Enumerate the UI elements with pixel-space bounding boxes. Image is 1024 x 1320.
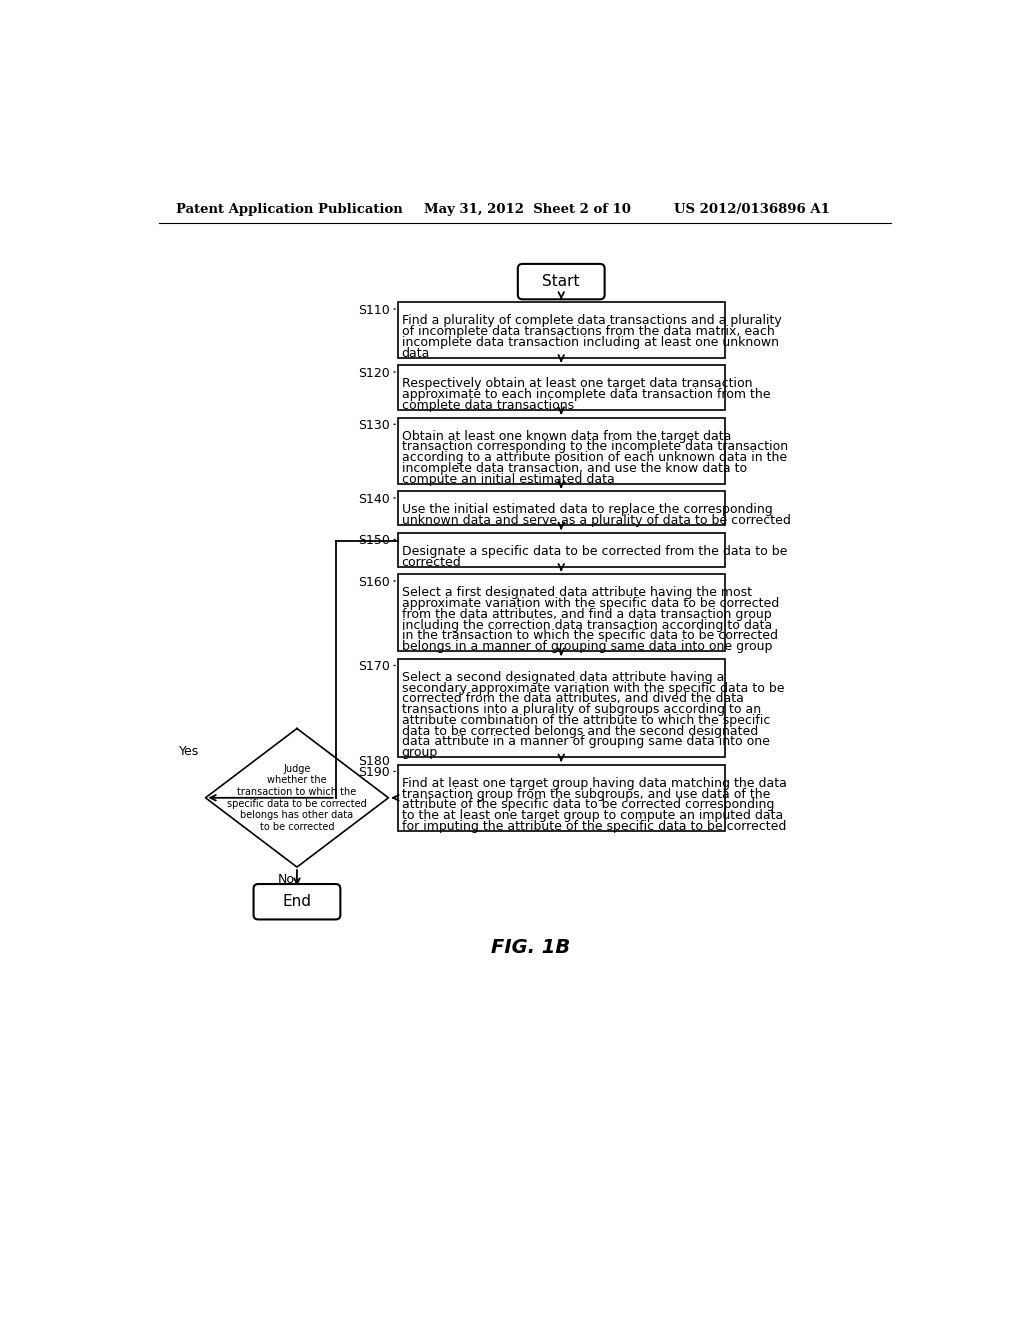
Text: S170: S170 (358, 660, 390, 673)
Text: complete data transactions: complete data transactions (401, 399, 573, 412)
Text: transactions into a plurality of subgroups according to an: transactions into a plurality of subgrou… (401, 704, 761, 715)
Text: Patent Application Publication: Patent Application Publication (176, 203, 402, 215)
Text: S130: S130 (358, 418, 390, 432)
FancyBboxPatch shape (254, 884, 340, 920)
Text: incomplete data transaction including at least one unknown: incomplete data transaction including at… (401, 335, 778, 348)
Text: data attribute in a manner of grouping same data into one: data attribute in a manner of grouping s… (401, 735, 769, 748)
Text: S140: S140 (358, 492, 390, 506)
Text: Find a plurality of complete data transactions and a plurality: Find a plurality of complete data transa… (401, 314, 781, 327)
Text: transaction group from the subgroups, and use data of the: transaction group from the subgroups, an… (401, 788, 770, 800)
Text: including the correction data transaction according to data: including the correction data transactio… (401, 619, 772, 632)
Text: May 31, 2012  Sheet 2 of 10: May 31, 2012 Sheet 2 of 10 (424, 203, 631, 215)
Text: Use the initial estimated data to replace the corresponding: Use the initial estimated data to replac… (401, 503, 772, 516)
Bar (397, 417, 725, 483)
Bar (397, 574, 725, 651)
Text: for imputing the attribute of the specific data to be corrected: for imputing the attribute of the specif… (401, 820, 786, 833)
Text: US 2012/0136896 A1: US 2012/0136896 A1 (674, 203, 829, 215)
Text: corrected: corrected (401, 556, 462, 569)
Text: S150: S150 (358, 535, 390, 546)
Text: to the at least one target group to compute an imputed data: to the at least one target group to comp… (401, 809, 782, 822)
Text: Select a second designated data attribute having a: Select a second designated data attribut… (401, 671, 724, 684)
Text: Yes: Yes (179, 744, 200, 758)
Text: Judge
whether the
transaction to which the
specific data to be corrected
belongs: Judge whether the transaction to which t… (227, 764, 367, 832)
Bar (397, 366, 725, 411)
Polygon shape (206, 729, 388, 867)
Text: S190: S190 (358, 766, 390, 779)
Text: attribute of the specific data to be corrected corresponding: attribute of the specific data to be cor… (401, 799, 774, 812)
Bar (397, 764, 725, 830)
Text: data to be corrected belongs and the second designated: data to be corrected belongs and the sec… (401, 725, 758, 738)
Text: in the transaction to which the specific data to be corrected: in the transaction to which the specific… (401, 630, 777, 643)
Text: Select a first designated data attribute having the most: Select a first designated data attribute… (401, 586, 752, 599)
Text: incomplete data transaction, and use the know data to: incomplete data transaction, and use the… (401, 462, 746, 475)
Text: unknown data and serve as a plurality of data to be corrected: unknown data and serve as a plurality of… (401, 515, 791, 527)
Text: Find at least one target group having data matching the data: Find at least one target group having da… (401, 777, 786, 789)
Text: Designate a specific data to be corrected from the data to be: Designate a specific data to be correcte… (401, 545, 787, 558)
Text: from the data attributes, and find a data transaction group: from the data attributes, and find a dat… (401, 609, 771, 620)
Text: secondary approximate variation with the specific data to be: secondary approximate variation with the… (401, 681, 784, 694)
Text: Obtain at least one known data from the target data: Obtain at least one known data from the … (401, 430, 731, 442)
Text: No: No (278, 874, 295, 886)
Bar (397, 659, 725, 758)
Text: data: data (401, 347, 430, 359)
Text: according to a attribute position of each unknown data in the: according to a attribute position of eac… (401, 451, 786, 465)
Text: group: group (401, 746, 438, 759)
Text: Start: Start (543, 275, 580, 289)
Text: belongs in a manner of grouping same data into one group: belongs in a manner of grouping same dat… (401, 640, 772, 653)
Text: Respectively obtain at least one target data transaction: Respectively obtain at least one target … (401, 378, 752, 391)
Text: attribute combination of the attribute to which the specific: attribute combination of the attribute t… (401, 714, 770, 727)
Bar (397, 533, 725, 566)
Text: End: End (283, 894, 311, 909)
Text: S180: S180 (358, 755, 390, 768)
Text: S120: S120 (358, 367, 390, 380)
Text: corrected from the data attributes, and dived the data: corrected from the data attributes, and … (401, 693, 743, 705)
Text: transaction corresponding to the incomplete data transaction: transaction corresponding to the incompl… (401, 441, 787, 453)
Text: S160: S160 (358, 576, 390, 589)
Text: compute an initial estimated data: compute an initial estimated data (401, 473, 614, 486)
Text: approximate variation with the specific data to be corrected: approximate variation with the specific … (401, 597, 779, 610)
Text: approximate to each incomplete data transaction from the: approximate to each incomplete data tran… (401, 388, 770, 401)
Text: S110: S110 (358, 304, 390, 317)
FancyBboxPatch shape (518, 264, 604, 300)
Bar (397, 491, 725, 525)
Bar (397, 302, 725, 358)
Text: of incomplete data transactions from the data matrix, each: of incomplete data transactions from the… (401, 325, 774, 338)
Text: FIG. 1B: FIG. 1B (492, 939, 570, 957)
